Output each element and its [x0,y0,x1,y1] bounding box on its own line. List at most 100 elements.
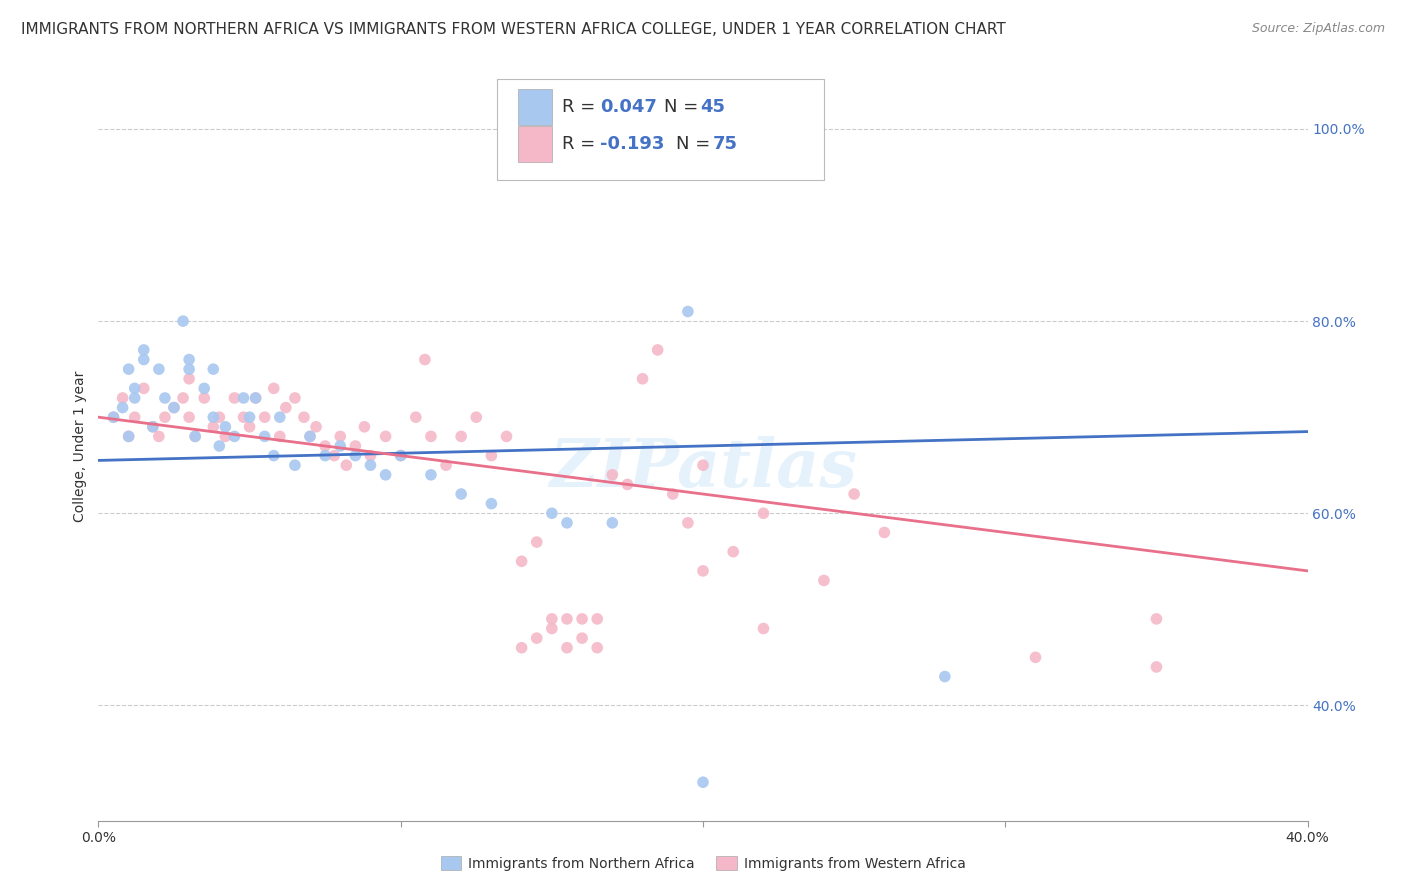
Point [299,429,322,443]
Point [844,487,866,501]
Point [676,304,699,318]
Point [374,429,396,443]
Point [647,343,669,357]
Point [752,506,775,520]
Point [413,352,436,367]
Point [481,449,503,463]
Point [232,391,254,405]
Point [374,467,396,482]
Point [389,449,412,463]
Point [360,449,382,463]
Point [344,439,367,453]
Point [420,429,443,443]
FancyBboxPatch shape [517,88,553,125]
Point [1024,650,1046,665]
Point [245,391,267,405]
Point [450,487,472,501]
Point [314,449,336,463]
Point [602,516,624,530]
Point [239,419,262,434]
Point [253,429,276,443]
Point [616,477,638,491]
Point [179,372,201,386]
Point [239,410,262,425]
Point [335,458,357,473]
Y-axis label: College, Under 1 year: College, Under 1 year [73,370,87,522]
Point [540,612,562,626]
Point [389,449,412,463]
Point [813,574,835,588]
Point [263,381,285,395]
Point [602,467,624,482]
Point [202,419,225,434]
Point [305,419,328,434]
Point [179,410,201,425]
Point [692,458,714,473]
Point [193,391,215,405]
Point [269,429,291,443]
Point [526,535,548,549]
Point [873,525,896,540]
Point [631,372,654,386]
Point [692,775,714,789]
Point [571,631,593,645]
Point [495,429,517,443]
Point [329,439,352,453]
Point [179,352,201,367]
Text: Source: ZipAtlas.com: Source: ZipAtlas.com [1251,22,1385,36]
Point [586,612,609,626]
Point [314,439,336,453]
Point [676,516,699,530]
Point [540,622,562,636]
Point [571,612,593,626]
Point [224,391,246,405]
Point [299,429,322,443]
Point [111,401,134,415]
Point [526,631,548,645]
Point [434,458,457,473]
Point [360,458,382,473]
Point [465,410,488,425]
Point [481,497,503,511]
Point [153,410,176,425]
Point [163,401,186,415]
Point [124,381,146,395]
Point [232,410,254,425]
Point [284,391,307,405]
Point [555,640,578,655]
Text: 45: 45 [700,97,725,116]
Point [142,419,165,434]
Text: N =: N = [664,97,704,116]
Point [934,669,956,683]
Point [555,612,578,626]
Point [420,467,443,482]
Point [124,410,146,425]
Point [148,362,170,376]
Point [193,381,215,395]
Point [118,429,141,443]
Point [1144,612,1167,626]
Point [752,622,775,636]
Point [540,506,562,520]
Point [184,429,207,443]
Point [555,516,578,530]
Point [510,640,533,655]
Point [142,419,165,434]
FancyBboxPatch shape [517,126,553,162]
Point [450,429,472,443]
Point [405,410,427,425]
Point [284,458,307,473]
Text: R =: R = [561,97,600,116]
Point [184,429,207,443]
Point [202,362,225,376]
Point [118,429,141,443]
Text: IMMIGRANTS FROM NORTHERN AFRICA VS IMMIGRANTS FROM WESTERN AFRICA COLLEGE, UNDER: IMMIGRANTS FROM NORTHERN AFRICA VS IMMIG… [21,22,1005,37]
Point [292,410,315,425]
Point [510,554,533,568]
Point [172,314,194,328]
Point [132,343,155,357]
Point [274,401,297,415]
Point [132,381,155,395]
Legend: Immigrants from Northern Africa, Immigrants from Western Africa: Immigrants from Northern Africa, Immigra… [434,850,972,876]
Point [692,564,714,578]
